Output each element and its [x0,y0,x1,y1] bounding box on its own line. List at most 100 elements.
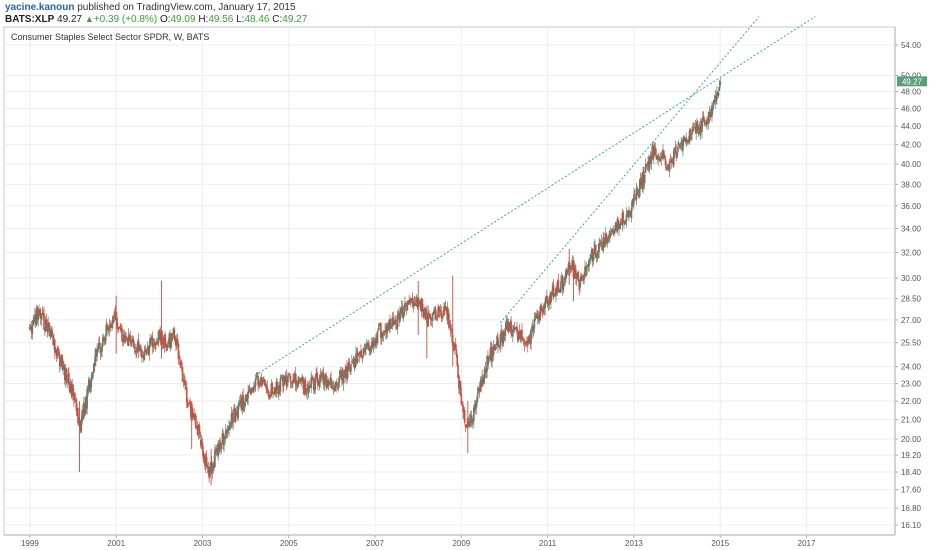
candle-body [585,267,588,275]
publisher-username[interactable]: yacine.kanoun [5,2,75,13]
candle-body [553,293,556,296]
candle-body [497,337,499,347]
candle-body [422,309,424,318]
trendlines [258,16,816,374]
candle-body [410,299,413,302]
candle-body [37,310,39,321]
candle-body [141,355,143,358]
candle-body [307,387,309,394]
candle-body [108,324,111,330]
candle-body [293,374,296,381]
open-value: 49.09 [170,14,196,25]
candle-body [192,413,195,418]
candle-body [333,387,336,390]
candle-body [62,365,64,371]
candle-body [225,431,228,434]
candle-body [171,333,174,335]
candle-body [560,281,562,292]
candle-body [380,323,382,338]
candle-body [355,353,357,366]
candle-body [299,379,302,383]
candle-body [609,234,611,237]
candle-body [150,339,152,340]
candle-body [490,346,493,360]
candle-body [204,459,206,467]
candle-body [639,178,642,186]
candle-body [177,343,180,359]
candle-body [454,343,457,349]
candle-body [544,301,546,308]
candle-body [395,323,398,328]
candle-body [540,308,542,311]
candle-body [398,316,400,321]
candle-body [364,348,366,353]
candle-body [592,253,595,262]
candle-body [351,363,354,364]
candle-body [403,305,405,317]
candle-body [538,318,541,320]
candle-body [393,322,395,325]
candle-body [594,244,597,258]
candle-body [326,380,329,383]
price-tick-label: 21.00 [901,416,922,425]
price-tick-label: 20.00 [901,435,922,444]
candle-body [551,294,553,295]
candle-body [512,326,515,331]
candle-body [102,337,105,341]
time-tick-label: 2003 [194,539,212,548]
candle-body [441,315,444,319]
candle-body [629,214,632,217]
candle-body [244,394,247,402]
candle-body [686,140,688,141]
candle-body [617,220,619,229]
candle-body [92,363,95,373]
candle-body [136,350,138,352]
candle-body [363,349,366,353]
candle-body [255,375,258,378]
candle-body [319,375,322,382]
price-tick-label: 50.00 [901,71,922,80]
candle-body [663,155,666,159]
candle-body [147,345,150,356]
candle-body [596,254,599,257]
candle-body [468,421,470,426]
candle-body [456,354,459,366]
candle-body [179,360,181,366]
candle-body [541,308,543,311]
candle-body [691,129,693,136]
candle-body [308,385,311,387]
candle-body [575,274,578,280]
candle-body [444,306,447,311]
candle-body [242,395,244,409]
candle-body [618,227,620,230]
candle-body [469,414,472,423]
candle-body [531,326,533,329]
candle-body [472,419,474,421]
candle-body [559,290,561,292]
candle-body [555,288,558,292]
candle-body [223,436,225,446]
candle-body [669,159,672,160]
candle-body [678,144,681,147]
candle-body [97,342,100,349]
candle-body [48,323,50,326]
candle-body [118,327,121,329]
candle-body [680,141,683,145]
candle-body [341,369,344,382]
candle-body [151,337,153,340]
candle-body [630,208,633,219]
candle-body [93,362,96,365]
candle-body [265,384,268,388]
candle-body [405,307,408,309]
candle-body [117,327,119,329]
candle-body [349,370,351,372]
candle-body [424,308,427,320]
candle-body [226,427,229,434]
candle-body [205,456,208,463]
candle-body [580,275,583,280]
candle-body [458,379,460,388]
candle-body [655,155,658,160]
candle-body [641,179,644,188]
candle-body [548,296,551,305]
